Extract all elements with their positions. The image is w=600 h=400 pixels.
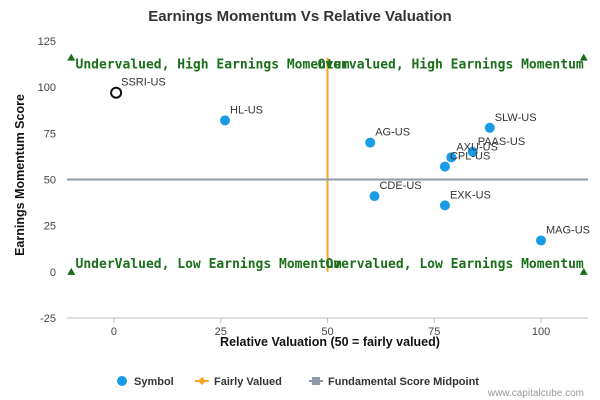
legend-midpoint-marker (312, 377, 320, 385)
data-point-label: EXK-US (450, 189, 491, 201)
data-point-label: AXU-US (456, 141, 498, 153)
data-point (439, 161, 450, 172)
data-point-label: CPL-US (450, 151, 490, 163)
chart-title: Earnings Momentum Vs Relative Valuation (148, 8, 451, 25)
data-point (365, 137, 376, 148)
y-tick-label: 25 (44, 221, 56, 233)
quadrant-label-top-right: Overvalued, High Earnings Momentum (318, 58, 584, 73)
corner-marker (579, 267, 588, 275)
plot-area: 0 25 50 75 100 -25 0 25 50 75 100 125 Undervalued, H… (38, 36, 590, 338)
y-tick-label: 50 (44, 175, 56, 187)
credit-text: www.capitalcube.com (487, 388, 584, 399)
y-tick-label: 100 (38, 82, 56, 94)
x-tick-label: 100 (532, 326, 550, 338)
y-tick-label: 75 (44, 128, 56, 140)
data-point-label: PAAS-US (478, 136, 525, 148)
quadrant-label-top-left: Undervalued, High Earnings Momentum (76, 58, 350, 73)
data-point (484, 122, 495, 133)
data-point-label: MAG-US (546, 224, 590, 236)
data-point (369, 191, 380, 202)
legend-label: Fairly Valued (214, 376, 282, 388)
data-point-label: SLW-US (495, 112, 537, 124)
legend-fairly-valued-marker (198, 377, 206, 385)
x-tick-label: 50 (321, 326, 333, 338)
x-tick-label: 75 (428, 326, 440, 338)
x-tick-label: 25 (215, 326, 227, 338)
corner-marker (67, 267, 76, 275)
data-point-label: CDE-US (379, 180, 421, 192)
data-point (220, 115, 231, 126)
legend-label: Fundamental Score Midpoint (328, 376, 479, 388)
data-point (536, 235, 547, 246)
data-point (446, 152, 457, 163)
data-point-label: SSRI-US (121, 77, 166, 89)
quadrant-label-bottom-left: UnderValued, Low Earnings Momentum (76, 257, 342, 272)
data-point-label: HL-US (230, 104, 263, 116)
data-point (439, 200, 450, 211)
quadrant-label-bottom-right: Overvalued, Low Earnings Momentum (325, 257, 583, 272)
x-axis-title: Relative Valuation (50 = fairly valued) (220, 335, 440, 349)
corner-marker (67, 53, 76, 61)
data-point-highlight (110, 86, 123, 99)
data-point-label: AG-US (375, 127, 410, 139)
y-tick-label: -25 (40, 313, 56, 325)
y-tick-label: 125 (38, 36, 56, 48)
legend-symbol-marker (117, 376, 127, 386)
y-tick-label: 0 (50, 267, 56, 279)
legend-label: Symbol (134, 376, 174, 388)
legend: Symbol Fairly Valued Fundamental Score Mid… (117, 376, 479, 388)
x-tick-label: 0 (111, 326, 117, 338)
data-point (467, 146, 478, 157)
y-axis-title: Earnings Momentum Score (13, 94, 27, 256)
corner-marker (579, 53, 588, 61)
